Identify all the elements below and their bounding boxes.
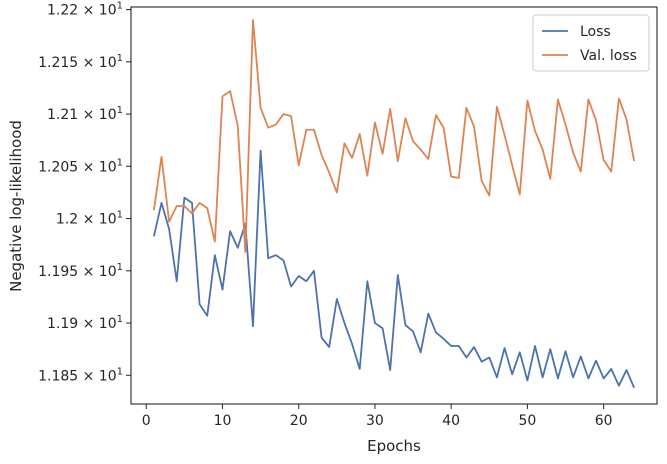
series-line-val-loss <box>152 19 636 253</box>
y-tick-label: 1.205 × 101 <box>38 157 123 175</box>
x-tick-label: 20 <box>290 413 308 429</box>
x-tick-label: 30 <box>366 413 384 429</box>
plot-frame <box>130 6 658 405</box>
legend-label-loss: Loss <box>580 24 611 40</box>
x-tick-label: 40 <box>442 413 460 429</box>
y-tick-label: 1.2 × 101 <box>56 210 123 228</box>
legend-label-val-loss: Val. loss <box>580 48 637 64</box>
x-tick-label: 60 <box>595 413 613 429</box>
y-tick-label: 1.22 × 101 <box>47 1 123 19</box>
series-line-loss <box>152 149 635 389</box>
x-tick-label: 0 <box>142 413 151 429</box>
x-axis-label: Epochs <box>367 437 421 455</box>
y-tick-label: 1.215 × 101 <box>38 53 123 71</box>
y-tick-label: 1.21 × 101 <box>47 105 123 123</box>
legend-box <box>532 14 650 72</box>
y-ticks: 1.185 × 101 1.19 × 101 1.195 × 101 1.2 × 10… <box>38 1 131 384</box>
x-tick-label: 10 <box>214 413 232 429</box>
x-tick-label: 50 <box>518 413 536 429</box>
legend: Loss Val. loss <box>532 14 650 72</box>
y-axis-label: Negative log-likelihood <box>7 120 25 292</box>
y-tick-label: 1.19 × 101 <box>47 314 123 332</box>
y-tick-label: 1.185 × 101 <box>38 366 123 384</box>
x-ticks: 0 10 20 30 40 50 60 <box>142 404 613 429</box>
series-layer <box>152 19 636 389</box>
plot-area <box>131 7 657 404</box>
y-tick-label: 1.195 × 101 <box>38 262 123 280</box>
